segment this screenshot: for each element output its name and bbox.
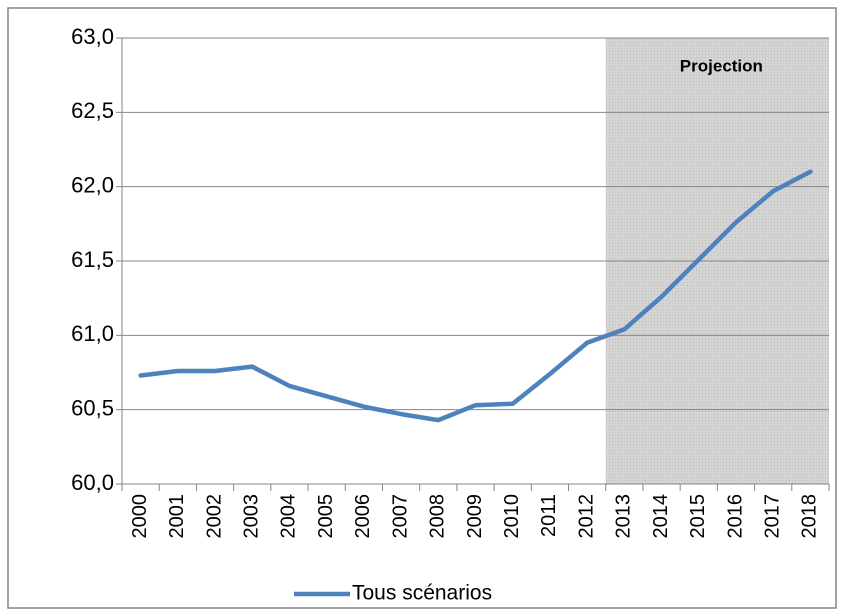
x-tick-label: 2013 — [613, 494, 635, 539]
y-tick-label: 61,5 — [71, 247, 114, 272]
series-line — [138, 169, 813, 423]
x-tick-label: 2008 — [427, 494, 449, 539]
x-tick-label: 2000 — [129, 494, 151, 539]
y-tick-label: 62,0 — [71, 172, 114, 197]
y-tick-label: 60,0 — [71, 470, 114, 495]
x-tick-label: 2003 — [241, 494, 263, 539]
x-tick-label: 2004 — [278, 494, 300, 539]
x-tick-label: 2011 — [538, 494, 560, 537]
x-tick-label: 2002 — [203, 494, 225, 539]
x-tick-label: 2010 — [501, 494, 523, 539]
annotation: Projection — [680, 56, 763, 75]
x-tick-label: 2001 — [166, 494, 188, 539]
x-tick-label: 2018 — [799, 494, 821, 539]
x-tick-label: 2005 — [315, 494, 337, 539]
x-tick-label: 2017 — [761, 494, 783, 539]
x-tick-label: 2006 — [352, 494, 374, 539]
x-tick-label: 2007 — [389, 494, 411, 539]
x-tick-label: 2012 — [575, 494, 597, 539]
y-tick-label: 62,5 — [71, 98, 114, 123]
x-tick-label: 2009 — [464, 494, 486, 539]
y-tick-label: 61,0 — [71, 321, 114, 346]
x-tick-label: 2015 — [687, 494, 709, 539]
x-tick-label: 2014 — [650, 494, 672, 539]
y-tick-label: 60,5 — [71, 395, 114, 420]
y-tick-label: 63,0 — [71, 24, 114, 49]
x-tick-label: 2016 — [724, 494, 746, 539]
legend-label: Tous scénarios — [352, 582, 492, 605]
